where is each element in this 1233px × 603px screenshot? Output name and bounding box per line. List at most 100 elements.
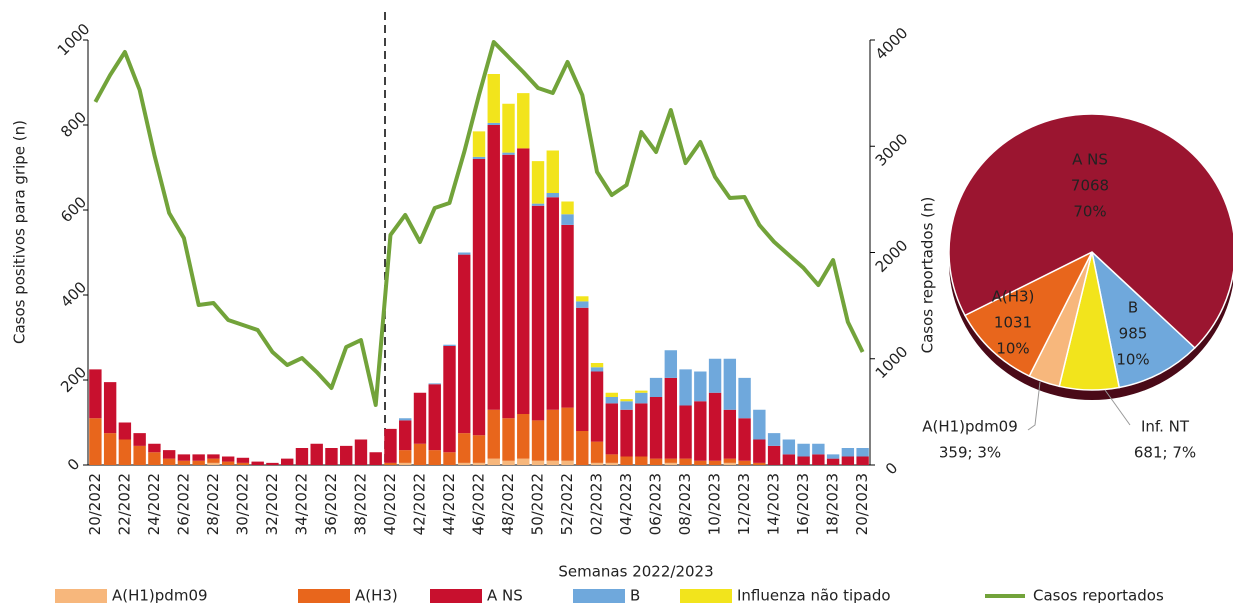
bar-segment — [531, 203, 545, 206]
x-tick-label: 32/2022 — [263, 473, 281, 535]
bar-segment — [723, 409, 737, 459]
bar-segment — [531, 460, 545, 465]
bar-segment — [576, 296, 589, 302]
bar-segment — [620, 401, 633, 410]
bar-segment — [605, 462, 618, 465]
leader-line — [1027, 381, 1041, 431]
bar-segment — [767, 433, 781, 446]
bar-segment — [517, 148, 530, 414]
bar-segment — [590, 363, 604, 368]
bar-segment — [620, 399, 633, 402]
bar-segment — [177, 460, 191, 465]
bar-segment — [103, 433, 117, 465]
x-tick-label: 28/2022 — [204, 473, 222, 535]
x-tick-label: 02/2023 — [588, 473, 606, 535]
pie-slice — [963, 250, 1094, 378]
y2-tick-label: 2000 — [872, 236, 912, 276]
bar-segment — [841, 456, 855, 465]
bar-segment — [723, 462, 737, 465]
legend-swatch — [680, 589, 732, 603]
y-tick-label: 400 — [57, 278, 90, 311]
bar-segment — [708, 460, 722, 465]
bar-segment — [325, 448, 338, 465]
bar-segment — [576, 431, 589, 465]
bar-segment — [472, 131, 486, 157]
x-tick-label: 48/2022 — [499, 473, 517, 535]
bar-segment — [649, 458, 663, 465]
bar-segment — [531, 205, 545, 421]
bar-segment — [649, 397, 663, 459]
bar-segment — [635, 392, 648, 404]
bar-segment — [664, 462, 678, 465]
x-tick-label: 20/2022 — [86, 473, 104, 535]
bar-segment — [148, 443, 161, 453]
bar-segment — [590, 441, 604, 463]
x-tick-label: 22/2022 — [115, 473, 133, 535]
bar-segment — [679, 405, 692, 459]
bar-segment — [236, 462, 250, 465]
legend-swatch — [55, 589, 107, 603]
bar-segment — [782, 454, 796, 465]
pie-value-label: 10% — [1116, 351, 1149, 369]
x-tick-label: 08/2023 — [676, 473, 694, 535]
x-tick-label: 34/2022 — [292, 473, 310, 535]
bar-segment — [561, 214, 574, 225]
bar-segment — [443, 344, 456, 346]
bar-segment — [310, 443, 323, 465]
bar-segment — [738, 460, 751, 465]
pie-slice — [948, 113, 1233, 349]
legend-label: A(H3) — [355, 587, 398, 603]
bar-segment — [399, 420, 412, 451]
bar-segment — [826, 458, 840, 465]
bar-segment — [767, 445, 781, 465]
bar-segment — [708, 358, 722, 393]
bar-segment — [576, 307, 589, 431]
x-axis-label: Semanas 2022/2023 — [558, 563, 713, 581]
bar-segment — [487, 409, 500, 459]
bar-segment — [561, 201, 574, 215]
bar-segment — [694, 460, 707, 465]
bar-segment — [708, 392, 722, 461]
bar-segment — [472, 159, 486, 436]
x-tick-label: 26/2022 — [174, 473, 192, 535]
legend-label: Casos reportados — [1033, 587, 1164, 603]
bar-segment — [443, 452, 456, 465]
bar-segment — [502, 460, 515, 465]
legend-swatch — [430, 589, 482, 603]
bar-segment — [856, 456, 869, 465]
bar-segment — [561, 407, 574, 461]
bar-segment — [192, 454, 205, 461]
bar-segment — [531, 420, 545, 461]
pie-value-label: 985 — [1119, 325, 1148, 343]
bar-segment — [738, 377, 751, 419]
x-tick-label: 38/2022 — [351, 473, 369, 535]
bar-segment — [89, 418, 102, 465]
x-tick-label: 18/2023 — [824, 473, 842, 535]
bar-segment — [384, 428, 397, 463]
bar-segment — [133, 433, 146, 446]
bar-segment — [443, 346, 456, 453]
bar-segment — [399, 418, 412, 421]
pie-value-label: 1031 — [994, 314, 1032, 332]
legend-label: A(H1)pdm09 — [112, 587, 208, 603]
x-tick-label: 42/2022 — [410, 473, 428, 535]
bar-segment — [664, 458, 678, 463]
bar-segment — [354, 439, 368, 465]
x-tick-label: 14/2023 — [765, 473, 783, 535]
x-tick-label: 10/2023 — [706, 473, 724, 535]
bar-segment — [856, 448, 869, 457]
bar-segment — [472, 156, 486, 159]
bar-segment — [753, 409, 766, 440]
y-tick-label: 200 — [57, 363, 90, 396]
bar-segment — [502, 154, 515, 419]
x-tick-label: 24/2022 — [145, 473, 163, 535]
bar-segment — [280, 458, 294, 465]
bar-segment — [605, 403, 618, 455]
bar-segment — [694, 401, 707, 461]
bar-segment — [620, 409, 633, 457]
bar-segment — [458, 254, 471, 434]
y2-tick-label: 1000 — [872, 343, 912, 383]
x-tick-label: 36/2022 — [322, 473, 340, 535]
y-tick-label: 600 — [57, 193, 90, 226]
bar-segment — [576, 301, 589, 308]
